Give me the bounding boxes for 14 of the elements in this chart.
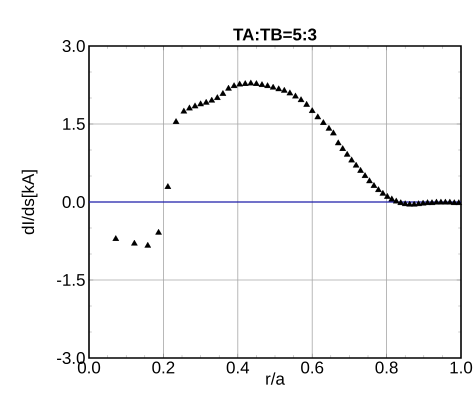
y-tick-label: -1.5 [57, 274, 85, 286]
y-tick-label: -3.0 [57, 352, 85, 364]
x-tick-label: 0.8 [375, 362, 398, 374]
x-tick-label: 0.4 [226, 362, 250, 374]
x-tick-label: 0.0 [78, 362, 100, 374]
chart-title: TA:TB=5:3 [233, 28, 316, 40]
y-tick-label: 1.5 [63, 118, 85, 130]
y-axis-title: dI/ds[kA] [22, 170, 38, 234]
x-tick-label: 0.6 [301, 362, 324, 374]
y-tick-label: 0.0 [62, 196, 85, 208]
x-tick-label: 0.2 [152, 362, 174, 374]
x-axis-title: r/a [266, 372, 285, 385]
x-tick-label: 1.0 [450, 362, 472, 374]
y-tick-label: 3.0 [62, 40, 85, 52]
